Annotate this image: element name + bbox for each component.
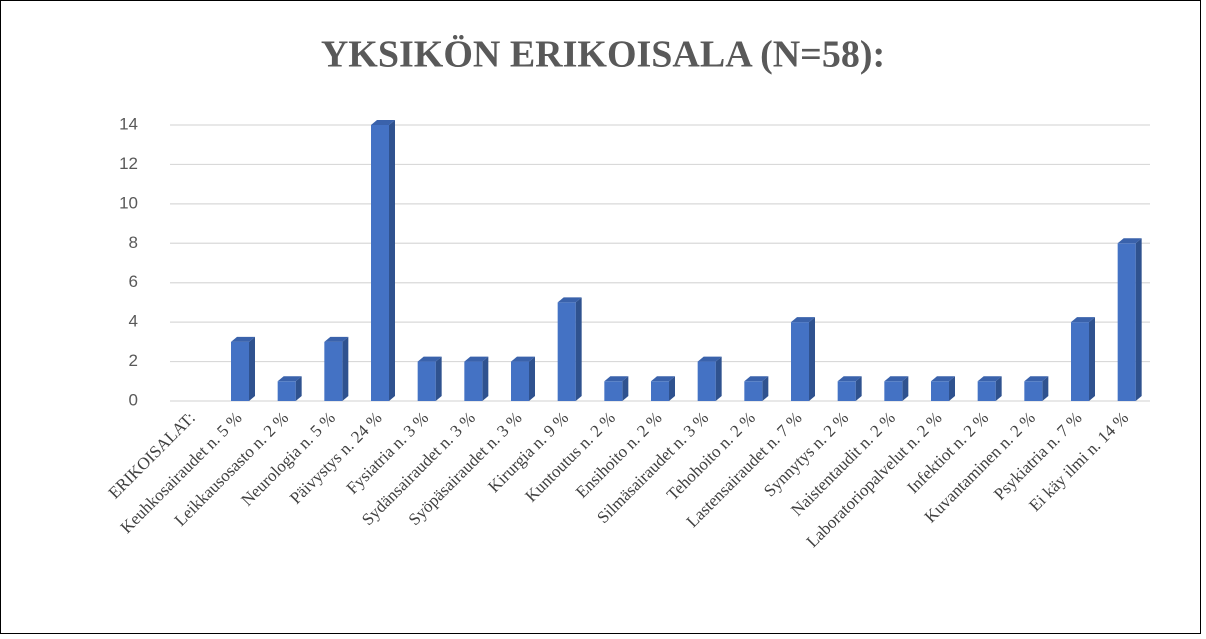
y-tick-label: 14: [119, 114, 138, 133]
bar-top: [557, 297, 582, 303]
bar: [464, 356, 489, 401]
bar-top: [744, 376, 769, 382]
y-tick-label: 4: [129, 312, 138, 331]
y-tick-label: 12: [119, 154, 138, 173]
bar-side: [342, 336, 349, 401]
bar: [697, 356, 722, 401]
y-tick-label: 0: [129, 390, 138, 409]
bar: [557, 297, 582, 401]
bar-side: [995, 376, 1002, 401]
bar-front: [511, 361, 529, 401]
bar-side: [482, 356, 489, 401]
bar: [604, 376, 629, 401]
bar-top: [837, 376, 862, 382]
bar-side: [855, 376, 862, 401]
bar: [511, 356, 535, 401]
bar: [744, 376, 769, 401]
bar-front: [884, 381, 903, 401]
bar-side: [1089, 317, 1095, 401]
bar-front: [604, 381, 623, 401]
bar-front: [744, 381, 763, 401]
bar-side: [249, 336, 255, 401]
bar: [884, 376, 909, 401]
bar-top: [231, 336, 255, 342]
bar-top: [371, 120, 395, 125]
y-tick-label: 10: [119, 193, 138, 212]
bar-top: [1117, 238, 1142, 244]
bar: [1117, 238, 1142, 401]
bar-front: [1024, 381, 1043, 401]
bar-top: [791, 317, 815, 323]
chart-title: YKSIKÖN ERIKOISALA (N=58):: [321, 34, 885, 76]
bar-side: [1042, 376, 1049, 401]
bar-side: [1135, 238, 1142, 401]
bar: [324, 336, 349, 401]
bar-top: [464, 356, 489, 362]
bar-top: [1071, 317, 1095, 323]
bar-top: [697, 356, 722, 362]
bar-side: [949, 376, 955, 401]
y-tick-label: 6: [129, 272, 138, 291]
bar: [837, 376, 862, 401]
bar-front: [697, 361, 716, 401]
bar-front: [277, 381, 296, 401]
bar-top: [977, 376, 1002, 382]
bar-side: [575, 297, 582, 401]
bar: [1071, 317, 1095, 401]
bar-side: [669, 376, 675, 401]
bar: [371, 120, 395, 401]
bar-top: [884, 376, 909, 382]
bar-front: [417, 361, 436, 401]
bar-side: [389, 120, 395, 401]
bar: [931, 376, 955, 401]
bar: [417, 356, 442, 401]
bar-side: [622, 376, 629, 401]
bar-front: [791, 322, 809, 401]
y-tick-label: 2: [129, 351, 138, 370]
bar-side: [762, 376, 769, 401]
bar-front: [651, 381, 669, 401]
bar-side: [295, 376, 302, 401]
bar-side: [529, 356, 535, 401]
bar-front: [464, 361, 483, 401]
bar-top: [1024, 376, 1049, 382]
bar-side: [902, 376, 909, 401]
bar-front: [324, 341, 343, 401]
y-tick-label: 8: [129, 233, 138, 252]
bar-top: [604, 376, 629, 382]
bar-front: [837, 381, 856, 401]
bar-side: [715, 356, 722, 401]
bar-top: [324, 336, 349, 342]
bar-front: [977, 381, 996, 401]
bar: [277, 376, 302, 401]
bar-top: [511, 356, 535, 362]
bar-top: [931, 376, 955, 382]
bar-front: [557, 302, 576, 401]
bar-top: [651, 376, 675, 382]
bar-side: [809, 317, 815, 401]
bar: [1024, 376, 1049, 401]
bar-front: [931, 381, 949, 401]
bar-top: [417, 356, 442, 362]
bar: [977, 376, 1002, 401]
bar: [231, 336, 255, 401]
bar-front: [1071, 322, 1089, 401]
bar-top: [277, 376, 302, 382]
bar-front: [231, 341, 249, 401]
bar: [651, 376, 675, 401]
bar-front: [1117, 243, 1136, 401]
bar-side: [435, 356, 442, 401]
bar-front: [371, 125, 389, 401]
bar: [791, 317, 815, 401]
